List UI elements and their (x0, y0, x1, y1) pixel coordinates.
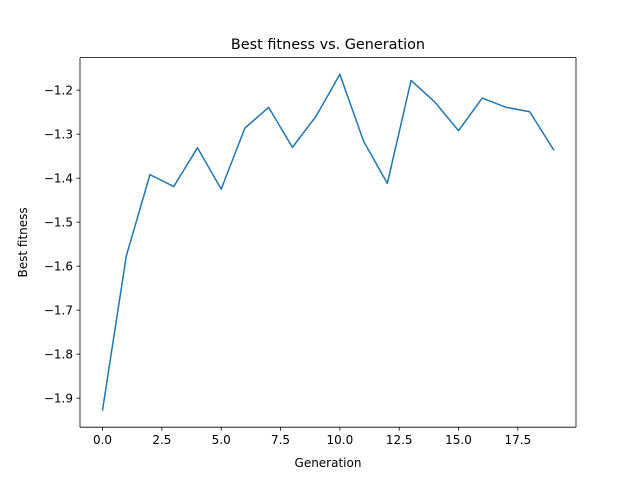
y-tick-label: −1.4 (44, 171, 73, 185)
y-tick-label: −1.8 (44, 347, 73, 361)
y-tick-label: −1.6 (44, 259, 73, 273)
y-tick-label: −1.2 (44, 83, 73, 97)
y-tick-label: −1.7 (44, 303, 73, 317)
x-tick-label: 15.0 (445, 433, 472, 447)
y-axis-ticks: −1.9 −1.8 −1.7 −1.6 −1.5 −1.4 −1.3 −1.2 (44, 83, 80, 405)
x-tick-label: 5.0 (212, 433, 231, 447)
x-tick-label: 0.0 (93, 433, 112, 447)
plot-area (80, 57, 576, 428)
y-tick-label: −1.9 (44, 391, 73, 405)
chart-title: Best fitness vs. Generation (231, 37, 425, 53)
series-layer (101, 73, 555, 411)
y-tick-label: −1.3 (44, 127, 73, 141)
x-axis-label: Generation (295, 456, 362, 470)
x-tick-label: 12.5 (386, 433, 413, 447)
x-tick-label: 2.5 (152, 433, 171, 447)
y-axis-label: Best fitness (16, 207, 30, 277)
y-tick-label: −1.5 (44, 215, 73, 229)
x-tick-label: 7.5 (271, 433, 290, 447)
x-axis-ticks: 0.0 2.5 5.0 7.5 10.0 12.5 15.0 17.5 (93, 427, 531, 447)
x-tick-label: 17.5 (504, 433, 531, 447)
series-line (101, 73, 555, 411)
axes-frame (79, 57, 577, 428)
x-tick-label: 10.0 (327, 433, 354, 447)
